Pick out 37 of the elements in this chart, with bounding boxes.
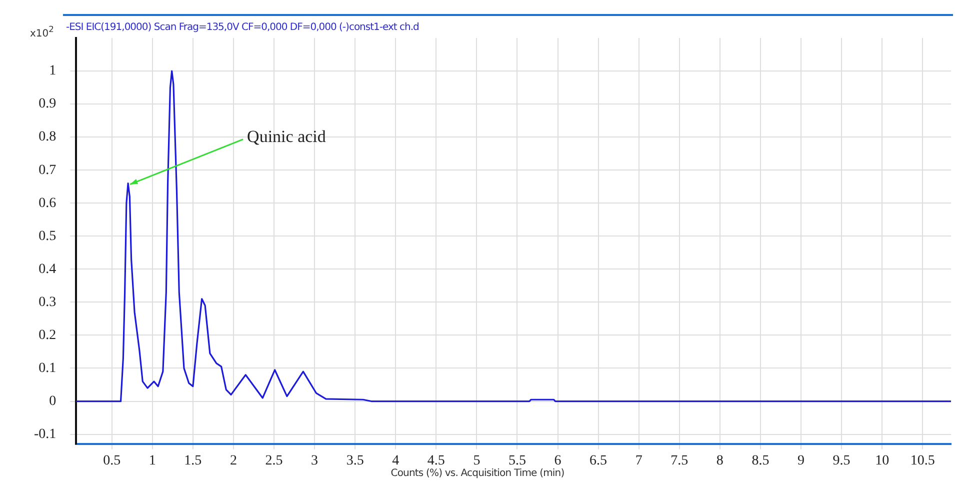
x-tick-label: 0.5 (103, 453, 121, 468)
x-tick-label: 9 (798, 453, 805, 468)
x-tick-label: 2.5 (265, 453, 283, 468)
y-tick-label: 0.2 (38, 328, 56, 343)
x-tick-label: 7.5 (670, 453, 688, 468)
x-tick-label: 2 (230, 453, 237, 468)
x-tick-label: 4 (392, 453, 400, 468)
annotation: Quinic acid (247, 126, 326, 146)
x-tick-label: 6.5 (590, 453, 608, 468)
x-tick-label: 7 (635, 453, 642, 468)
y-tick-label: 0 (49, 394, 56, 409)
y-tick-label: 0.3 (38, 294, 56, 310)
y-axis-title: x10$^{2}$ (30, 24, 54, 40)
x-tick-label: 1 (148, 453, 156, 468)
y-tick-label: 0.7 (38, 162, 56, 178)
y-tick-label: -0.1 (34, 426, 56, 442)
x-tick-label: 5.5 (508, 453, 526, 468)
y-tick-label: 0.1 (38, 360, 56, 376)
chart-title: -ESI EIC(191,0000) Scan Frag=135,0V CF=0,000 DF=0,000 (-)const1-ext ch.d (66, 22, 419, 33)
x-tick-label: 5 (473, 453, 480, 468)
x-tick-label: 8 (716, 453, 724, 468)
x-tick-label: 6 (554, 453, 562, 468)
x-tick-label: 4.5 (427, 453, 445, 468)
y-tick-label: 0.9 (38, 96, 56, 112)
y-tick-label: 0.6 (38, 196, 56, 211)
y-tick-label: 0.5 (38, 228, 56, 244)
y-tick-label: 0.8 (38, 130, 56, 145)
x-tick-label: 3.5 (346, 453, 364, 468)
x-tick-label: 9.5 (832, 453, 850, 468)
x-tick-label: 1.5 (184, 453, 202, 468)
x-tick-label: 10.5 (910, 453, 935, 468)
y-tick-label: 0.4 (38, 262, 56, 277)
x-tick-label: 3 (311, 453, 318, 468)
x-axis-title: Counts (%) vs. Acquisition Time (min) (390, 468, 566, 479)
x-tick-label: 10 (875, 453, 890, 468)
x-tick-label: 8.5 (752, 453, 770, 468)
y-tick-label: 1 (49, 64, 56, 79)
